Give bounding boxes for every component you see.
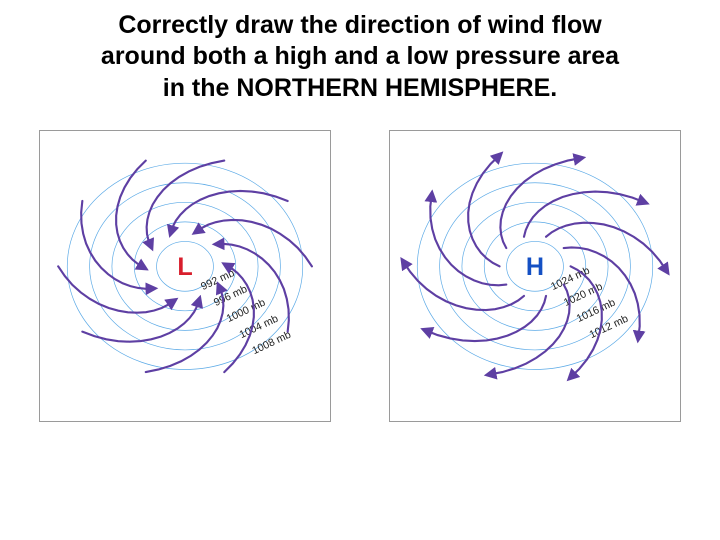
svg-text:H: H (526, 253, 544, 281)
svg-text:L: L (177, 253, 192, 281)
title-line-3: in the NORTHERN HEMISPHERE. (163, 74, 557, 102)
title-line-1: Correctly draw the direction of wind flo… (118, 11, 601, 39)
low-pressure-panel: L992 mb996 mb1000 mb1004 mb1008 mb (39, 130, 331, 422)
high-pressure-panel: H1024 mb1020 mb1016 mb1012 mb (389, 130, 681, 422)
title-line-2: around both a high and a low pressure ar… (101, 42, 619, 70)
panels-row: L992 mb996 mb1000 mb1004 mb1008 mb H1024… (0, 110, 720, 422)
page-title: Correctly draw the direction of wind flo… (0, 0, 720, 110)
